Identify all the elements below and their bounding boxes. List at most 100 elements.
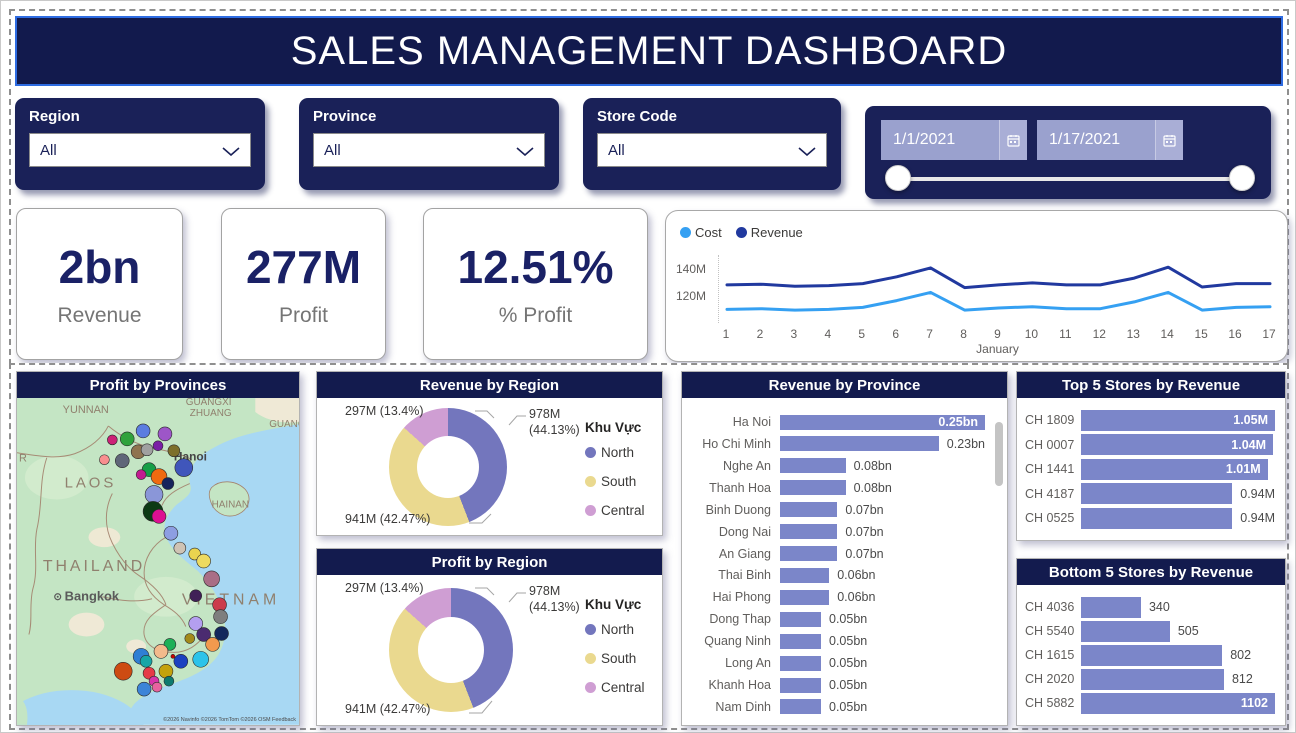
bar-row[interactable]: Thanh Hoa 0.08bn	[688, 478, 985, 498]
cost-line[interactable]	[725, 290, 1272, 312]
province-dropdown[interactable]: All	[313, 133, 545, 167]
bar-row[interactable]: Ho Chi Minh 0.23bn	[688, 434, 985, 454]
scrollbar-thumb[interactable]	[995, 422, 1003, 486]
bar-row[interactable]: CH 0007 1.04M	[1025, 433, 1275, 457]
bar[interactable]	[1081, 483, 1233, 504]
bar[interactable]	[780, 677, 821, 693]
bar-row[interactable]: Long An 0.05bn	[688, 653, 985, 673]
date-slider-handle-start[interactable]	[885, 165, 911, 191]
donut-chart[interactable]	[389, 588, 513, 712]
bar[interactable]: 1.04M	[1081, 434, 1274, 455]
map-bubble[interactable]	[189, 589, 202, 603]
start-date-input[interactable]: 1/1/2021	[881, 120, 1027, 160]
map-bubble[interactable]	[214, 626, 229, 641]
map-bubble[interactable]	[135, 423, 151, 439]
map-bubble[interactable]	[153, 644, 169, 659]
bar[interactable]: 1102	[1081, 692, 1275, 714]
bar[interactable]	[780, 480, 846, 496]
bar-row[interactable]: CH 2020 812	[1025, 667, 1275, 691]
date-slider-track[interactable]	[897, 177, 1243, 181]
map-bubble[interactable]	[174, 458, 194, 477]
bar-row[interactable]: CH 5540 505	[1025, 619, 1275, 643]
map-bubble[interactable]	[196, 627, 211, 642]
bar[interactable]	[1081, 620, 1170, 642]
legend-item-north[interactable]: North	[585, 445, 645, 460]
bar[interactable]	[1081, 596, 1141, 618]
bar[interactable]: 0.25bn	[780, 414, 985, 430]
bar-row[interactable]: CH 4036 340	[1025, 595, 1275, 619]
map-bubble[interactable]	[135, 469, 147, 480]
map-bubble[interactable]	[151, 509, 167, 524]
bar[interactable]	[780, 458, 846, 474]
bar[interactable]	[780, 502, 838, 518]
bar-row[interactable]: Khanh Hoa 0.05bn	[688, 675, 985, 695]
map-bubble[interactable]	[213, 609, 228, 624]
date-slider-handle-end[interactable]	[1229, 165, 1255, 191]
bar-row[interactable]: CH 0525 0.94M	[1025, 506, 1275, 530]
map-bubble[interactable]	[163, 525, 179, 541]
map-bubble[interactable]	[136, 681, 152, 697]
map-bubble[interactable]	[161, 477, 175, 490]
region-dropdown[interactable]: All	[29, 133, 251, 167]
map-bubble[interactable]	[196, 553, 211, 569]
bar-row[interactable]: CH 1615 802	[1025, 643, 1275, 667]
map-bubble[interactable]	[142, 666, 156, 680]
map-bubble[interactable]	[188, 616, 203, 631]
map-bubble[interactable]	[158, 663, 174, 679]
map-bubble[interactable]	[144, 485, 164, 504]
bar[interactable]	[780, 524, 838, 540]
bar[interactable]	[780, 589, 830, 605]
legend-item-south[interactable]: South	[585, 651, 645, 666]
map-bubble[interactable]	[173, 654, 189, 669]
bar-row[interactable]: CH 5882 1102	[1025, 691, 1275, 715]
map-bubble[interactable]	[184, 633, 196, 644]
bar-row[interactable]: Ha Noi 0.25bn	[688, 412, 985, 432]
bar-row[interactable]: Hai Phong 0.06bn	[688, 587, 985, 607]
bar[interactable]	[780, 699, 821, 715]
bar[interactable]	[780, 655, 821, 671]
map-bubble[interactable]	[192, 651, 209, 668]
bar-row[interactable]: An Giang 0.07bn	[688, 544, 985, 564]
map-bubble[interactable]	[203, 570, 220, 588]
map-bubble[interactable]	[119, 431, 135, 447]
bar[interactable]: 1.05M	[1081, 409, 1275, 431]
bar-row[interactable]: Binh Duong 0.07bn	[688, 500, 985, 520]
map-bubble[interactable]	[163, 675, 175, 687]
bar-row[interactable]: Nam Dinh 0.05bn	[688, 697, 985, 717]
legend-item-central[interactable]: Central	[585, 680, 645, 695]
map-bubble[interactable]	[157, 426, 173, 442]
bar[interactable]	[780, 436, 939, 452]
bar-row[interactable]: CH 4187 0.94M	[1025, 482, 1275, 506]
bar[interactable]	[780, 546, 838, 562]
map-bubble[interactable]	[114, 661, 133, 681]
map-bubble[interactable]	[170, 654, 176, 659]
bar-row[interactable]: Nghe An 0.08bn	[688, 456, 985, 476]
bar[interactable]	[1081, 507, 1233, 529]
bar[interactable]	[780, 567, 830, 583]
map-bubble[interactable]	[107, 434, 118, 446]
bar[interactable]	[1081, 644, 1223, 666]
map-bubble[interactable]	[140, 443, 154, 457]
map-bubble[interactable]	[139, 655, 153, 668]
bar-row[interactable]: Dong Thap 0.05bn	[688, 609, 985, 629]
map-bubble[interactable]	[151, 681, 163, 693]
map-bubble[interactable]	[167, 444, 181, 458]
bar[interactable]	[780, 633, 821, 649]
end-date-input[interactable]: 1/17/2021	[1037, 120, 1183, 160]
bar[interactable]: 1.01M	[1081, 458, 1268, 480]
map-bubble[interactable]	[99, 454, 110, 465]
map-bubble[interactable]	[205, 637, 220, 652]
donut-chart[interactable]	[389, 408, 507, 526]
legend-item-north[interactable]: North	[585, 622, 645, 637]
bar-row[interactable]: Quang Ninh 0.05bn	[688, 631, 985, 651]
bar[interactable]	[1081, 668, 1224, 690]
legend-item-central[interactable]: Central	[585, 503, 645, 518]
calendar-icon[interactable]	[1155, 120, 1183, 160]
legend-item-south[interactable]: South	[585, 474, 645, 489]
map-bubble[interactable]	[115, 453, 130, 468]
bar-row[interactable]: CH 1441 1.01M	[1025, 457, 1275, 481]
map-bubble[interactable]	[152, 440, 164, 452]
bar-row[interactable]: CH 1809 1.05M	[1025, 408, 1275, 432]
bar-row[interactable]: Thai Binh 0.06bn	[688, 565, 985, 585]
